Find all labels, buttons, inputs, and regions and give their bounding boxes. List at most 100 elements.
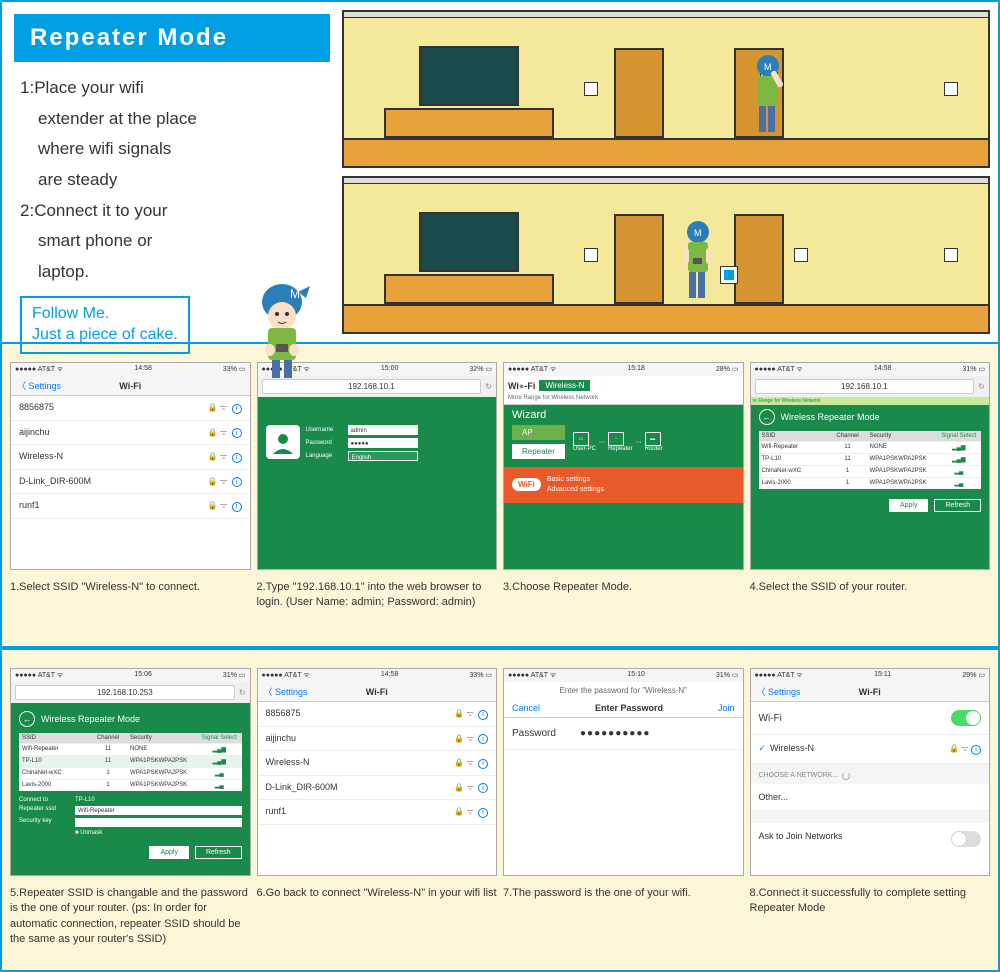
table-row[interactable]: Lavis-20001WPA1PSKWPA2PSK▂▄ xyxy=(19,779,242,791)
apply-button[interactable]: Apply xyxy=(889,499,929,512)
wifi-toggle[interactable] xyxy=(951,710,981,726)
person-using-phone-icon: M xyxy=(676,220,718,304)
room-top: M xyxy=(342,10,990,168)
repeater-ssid-input[interactable]: Wifi-Repeater xyxy=(75,806,242,815)
password-input[interactable]: ●●●●● xyxy=(348,438,418,448)
cell: WPA1PSKWPA2PSK xyxy=(867,466,937,477)
brand-badge: Wireless-N xyxy=(539,380,590,391)
repeater-button[interactable]: Repeater xyxy=(512,444,565,459)
wall-outlet-icon xyxy=(584,82,598,96)
ap-button[interactable]: AP xyxy=(512,425,565,440)
info-icon[interactable]: i xyxy=(478,734,488,744)
back-button[interactable]: 〈 Settings xyxy=(264,685,308,698)
bubble-line1: Follow Me. xyxy=(32,304,178,325)
time: 15:10 xyxy=(627,671,645,680)
step1: 1:Place your wifi xyxy=(14,76,330,101)
password-label: Password xyxy=(306,440,344,446)
choose-text: CHOOSE A NETWORK... xyxy=(759,772,839,779)
info-icon[interactable]: i xyxy=(478,759,488,769)
back-circle-icon[interactable]: ← xyxy=(759,409,775,425)
ssid: D-Link_DIR-600M xyxy=(19,476,91,488)
other-network-row[interactable]: Other... xyxy=(751,784,990,811)
info-icon[interactable]: i xyxy=(478,710,488,720)
cell: ▂▄▆ xyxy=(937,454,981,465)
router-icon: ▬ xyxy=(645,432,661,446)
info-icon[interactable]: i xyxy=(232,477,242,487)
time: 14:58 xyxy=(134,365,152,374)
reload-icon[interactable]: ↻ xyxy=(978,382,985,391)
url-bar: 192.168.10.1 ↻ xyxy=(751,376,990,397)
reload-icon[interactable]: ↻ xyxy=(239,688,246,697)
wifi-row[interactable]: D-Link_DIR-600M🔒 ᯤ i xyxy=(258,776,497,801)
conn-lbl: Router xyxy=(645,446,663,452)
battery-pct: 29% xyxy=(962,672,976,679)
wifi-row[interactable]: 8856875🔒 ᯤ i xyxy=(258,702,497,727)
time: 14:58 xyxy=(381,671,399,680)
wifi-row[interactable]: aijinchu🔒 ᯤ i xyxy=(11,421,250,446)
username-input[interactable]: admin xyxy=(348,425,418,435)
table-row[interactable]: TP-L1011WPA1PSKWPA2PSK▂▄▆ xyxy=(759,453,982,465)
table-row[interactable]: Wifi-Repeater11NONE▂▄▆ xyxy=(19,743,242,755)
time: 15:00 xyxy=(381,365,399,374)
info-icon[interactable]: i xyxy=(232,453,242,463)
table-row[interactable]: Lavis-20001WPA1PSKWPA2PSK▂▄ xyxy=(759,477,982,489)
wifi-icons: 🔒 ᯤ i xyxy=(208,427,242,439)
carrier: ●●●●● AT&T xyxy=(755,672,795,679)
wifi-row[interactable]: D-Link_DIR-600M🔒 ᯤ i xyxy=(11,470,250,495)
table-row[interactable]: ChinaNet-wXC1WPA1PSKWPA2PSK▂▄ xyxy=(19,767,242,779)
reload-icon[interactable]: ↻ xyxy=(485,382,492,391)
url-input[interactable]: 192.168.10.1 xyxy=(755,379,975,394)
table-row[interactable]: ChinaNet-wXC1WPA1PSKWPA2PSK▂▄ xyxy=(759,465,982,477)
wifi-row[interactable]: 8856875🔒 ᯤ i xyxy=(11,396,250,421)
info-icon[interactable]: i xyxy=(971,745,981,755)
svg-text:M: M xyxy=(290,287,300,301)
nav-bar: 〈 Settings Wi-Fi xyxy=(11,376,250,396)
info-icon[interactable]: i xyxy=(232,404,242,414)
join-button[interactable]: Join xyxy=(718,703,735,713)
connected-network-row[interactable]: ✓Wireless-N 🔒 ᯤ i xyxy=(751,735,990,764)
table-row[interactable]: Wifi-Repeater11NONE▂▄▆ xyxy=(759,441,982,453)
wifi-settings: Wi-Fi ✓Wireless-N 🔒 ᯤ i CHOOSE A NETWORK… xyxy=(751,702,990,875)
security-key-input[interactable] xyxy=(75,818,242,827)
ask-toggle[interactable] xyxy=(951,831,981,847)
info-icon[interactable]: i xyxy=(232,428,242,438)
info-icon[interactable]: i xyxy=(478,783,488,793)
cancel-button[interactable]: Cancel xyxy=(512,703,540,713)
wifi-row[interactable]: Wireless-N🔒 ᯤ i xyxy=(11,445,250,470)
cell: 11 xyxy=(829,454,867,465)
wifi-row[interactable]: aijinchu🔒 ᯤ i xyxy=(258,727,497,752)
back-circle-icon[interactable]: ← xyxy=(19,711,35,727)
info-icon[interactable]: i xyxy=(232,502,242,512)
apply-button[interactable]: Apply xyxy=(149,846,189,859)
connection-diagram: ▭User-PC ⋯ ◦Repeater ⋯ ▬Router xyxy=(573,432,663,452)
back-button[interactable]: 〈 Settings xyxy=(17,379,61,392)
cell: ▂▄ xyxy=(937,478,981,489)
wifi-signal-icon: ᯤ xyxy=(796,672,802,679)
basic-settings-link[interactable]: Basic settings xyxy=(547,475,604,485)
table-row-selected[interactable]: TP-L1011WPA1PSKWPA2PSK▂▄▆ xyxy=(19,755,242,767)
password-label: Password xyxy=(512,728,580,739)
password-header: Enter the password for "Wireless-N" xyxy=(504,682,743,699)
step2-num: 2: xyxy=(20,201,34,220)
logo1: Wi xyxy=(508,381,519,391)
refresh-button[interactable]: Refresh xyxy=(195,846,242,859)
advanced-settings-link[interactable]: Advanced settings xyxy=(547,485,604,495)
back-button[interactable]: 〈 Settings xyxy=(757,685,801,698)
url-input[interactable]: 192.168.10.253 xyxy=(15,685,235,700)
wifi-row[interactable]: runf1🔒 ᯤ i xyxy=(11,494,250,519)
svg-text:M: M xyxy=(764,62,772,72)
wifi-row[interactable]: runf1🔒 ᯤ i xyxy=(258,800,497,825)
wifi-row[interactable]: Wireless-N🔒 ᯤ i xyxy=(258,751,497,776)
unmask-checkbox[interactable]: ■ Unmask xyxy=(75,830,102,836)
language-select[interactable]: English xyxy=(348,451,418,461)
wizard-title: Wizard xyxy=(512,409,735,421)
refresh-button[interactable]: Refresh xyxy=(934,499,981,512)
step1b: extender at the place xyxy=(14,107,330,132)
phone-screen-8: ●●●●● AT&T ᯤ 15:11 29% ▭ 〈 Settings Wi-F… xyxy=(750,668,991,876)
repeater-panel: re Range for Wireless Network ← Wireless… xyxy=(751,397,990,569)
cell: ChinaNet-wXC xyxy=(19,768,89,779)
password-input[interactable]: ●●●●●●●●●● xyxy=(580,728,650,739)
password-row: Password ●●●●●●●●●● xyxy=(504,718,743,750)
login-panel: Usernameadmin Password●●●●● LanguageEngl… xyxy=(258,397,497,569)
info-icon[interactable]: i xyxy=(478,808,488,818)
